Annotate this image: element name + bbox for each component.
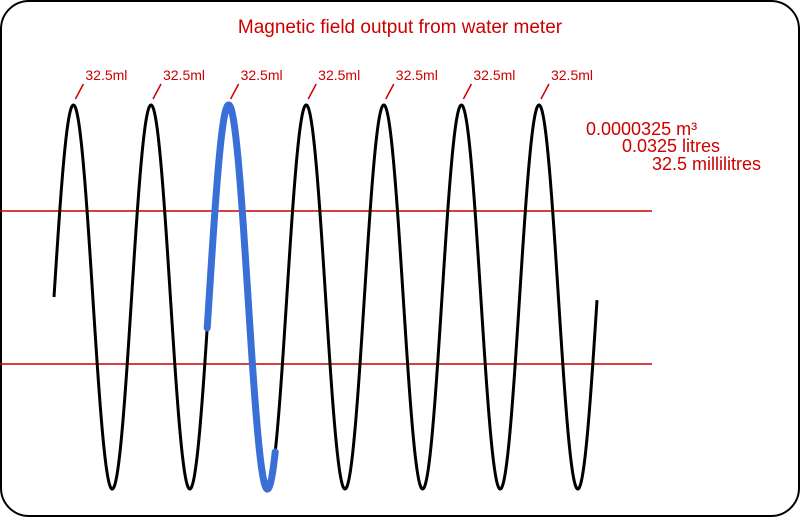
label-tick bbox=[462, 83, 473, 100]
volume-ml: 32.5 millilitres bbox=[652, 154, 761, 174]
highlighted-pulse bbox=[203, 101, 279, 493]
label-tick bbox=[229, 83, 240, 100]
label-tick bbox=[307, 83, 317, 100]
pulse-label: 32.5ml bbox=[318, 67, 360, 83]
pulse-label: 32.5ml bbox=[551, 67, 593, 83]
title: Magnetic field output from water meter bbox=[238, 17, 563, 38]
label-tick bbox=[385, 83, 395, 100]
label-tick bbox=[74, 83, 85, 100]
pulse-label: 32.5ml bbox=[241, 67, 283, 83]
label-tick bbox=[540, 83, 550, 100]
sine-wave bbox=[52, 103, 599, 491]
volume-m3: 0.0000325 m³ bbox=[586, 119, 697, 139]
pulse-label: 32.5ml bbox=[473, 67, 515, 83]
label-tick bbox=[152, 83, 162, 100]
pulse-labels: 32.5ml 32.5ml 32.5ml 32.5ml 32.5ml 32.5ml 32.5… bbox=[74, 67, 593, 100]
pulse-label: 32.5ml bbox=[163, 67, 205, 83]
volume-litres: 0.0325 litres bbox=[622, 136, 720, 156]
pulse-label: 32.5ml bbox=[396, 67, 438, 83]
pulse-label: 32.5ml bbox=[85, 67, 127, 83]
